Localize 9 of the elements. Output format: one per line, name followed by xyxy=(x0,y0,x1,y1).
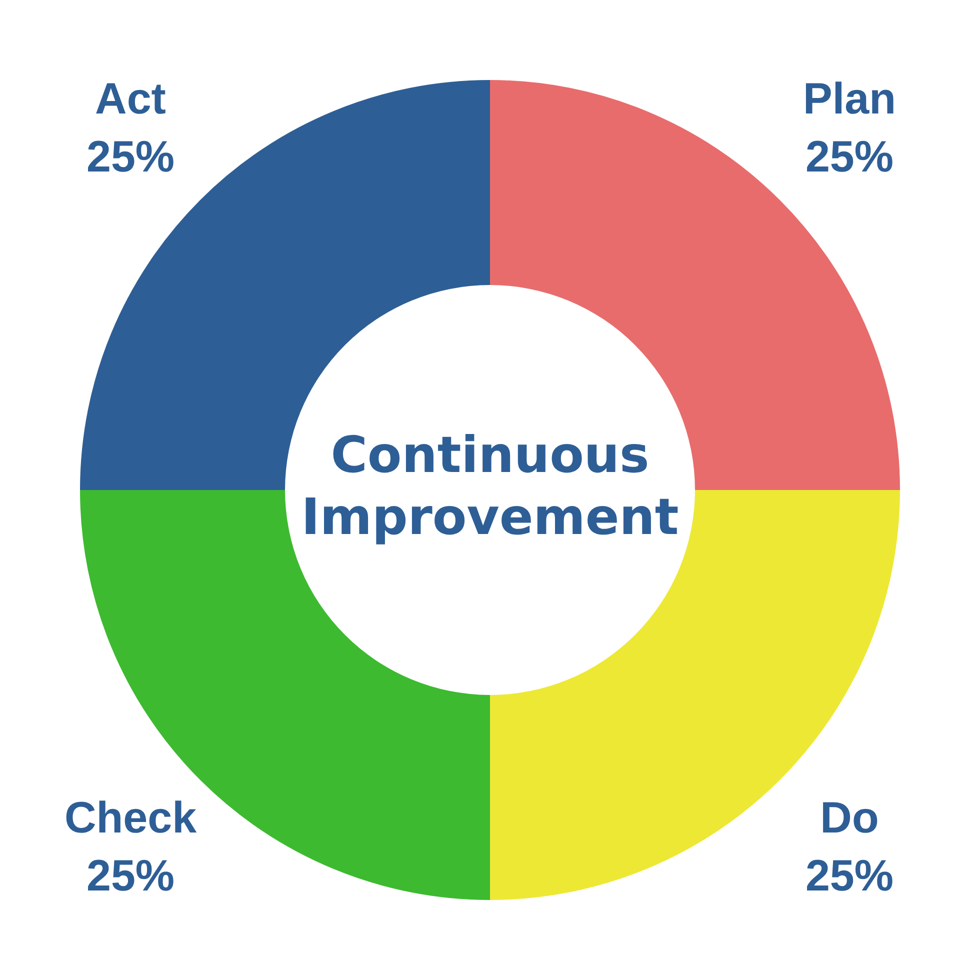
data-label: 25% xyxy=(805,132,894,182)
text: Continuous Improvement xyxy=(301,426,679,546)
data-label: 25% xyxy=(86,132,175,182)
slice-label: Check xyxy=(64,794,198,843)
data-label: 25% xyxy=(805,852,894,901)
data-label: 25% xyxy=(86,852,175,901)
slice-label: Plan xyxy=(803,74,896,124)
slice-label: Act xyxy=(95,74,166,124)
slice-label: Do xyxy=(820,794,879,843)
